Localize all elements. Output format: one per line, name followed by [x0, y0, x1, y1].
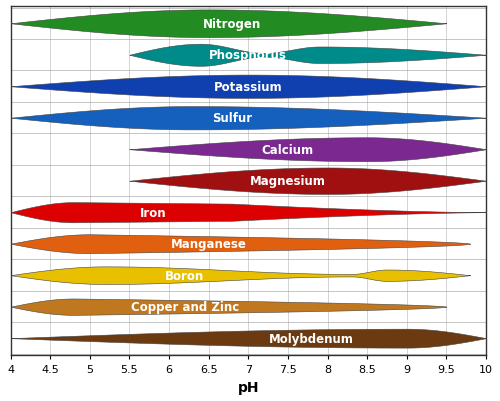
Text: Magnesium: Magnesium [250, 175, 326, 188]
Text: Nitrogen: Nitrogen [204, 18, 262, 31]
X-axis label: pH: pH [238, 380, 259, 394]
Text: Boron: Boron [165, 269, 204, 282]
Text: Copper and Zinc: Copper and Zinc [130, 300, 239, 314]
Text: Iron: Iron [140, 206, 166, 219]
Text: Phosphorus: Phosphorus [210, 49, 287, 62]
Text: Potassium: Potassium [214, 81, 282, 93]
Text: Molybdenum: Molybdenum [270, 332, 354, 345]
Text: Calcium: Calcium [262, 144, 314, 156]
Text: Manganese: Manganese [170, 238, 246, 251]
Text: Sulfur: Sulfur [212, 112, 252, 125]
